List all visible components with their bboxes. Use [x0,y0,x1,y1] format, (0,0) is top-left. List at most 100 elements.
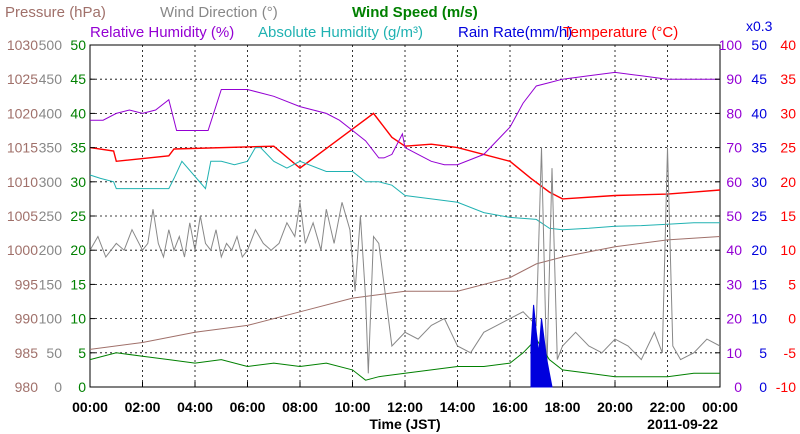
temperature-tick-label: 35 [780,71,796,87]
pressure-tick-label: 990 [15,311,39,327]
pressure-tick-label: 1000 [7,242,38,258]
x-tick-label: 08:00 [282,399,318,415]
date-label: 2011-09-22 [647,416,718,432]
legend-pressure: Pressure (hPa) [5,4,106,21]
rain-tick-label: 50 [751,37,767,53]
temperature-tick-label: 0 [788,311,796,327]
wind_dir-tick-label: 200 [39,242,63,258]
humidity-tick-label: 10 [726,345,742,361]
wind_speed-tick-label: 0 [78,379,86,395]
series-relative-humidity [90,71,720,166]
pressure-tick-label: 1005 [7,208,38,224]
rain-tick-label: 15 [751,276,767,292]
temperature-tick-label: 30 [780,105,796,121]
wind_dir-tick-label: 50 [46,345,62,361]
wind_dir-tick-label: 500 [39,37,63,53]
pressure-tick-label: 1015 [7,140,38,156]
rain-tick-label: 40 [751,105,767,121]
humidity-tick-label: 60 [726,174,742,190]
rain-tick-label: 20 [751,242,767,258]
humidity-tick-label: 100 [719,37,743,53]
pressure-tick-label: 1030 [7,37,38,53]
wind_speed-tick-label: 10 [70,311,86,327]
rain-scale-note: x0.3 [746,18,773,34]
x-tick-label: 14:00 [440,399,476,415]
x-tick-label: 10:00 [335,399,371,415]
wind_speed-tick-label: 5 [78,345,86,361]
x-tick-label: 16:00 [492,399,528,415]
series-temperature-c [89,112,721,200]
temperature-tick-label: 10 [780,242,796,258]
rain-tick-label: 10 [751,311,767,327]
x-tick-label: 00:00 [72,399,108,415]
humidity-tick-label: 70 [726,140,742,156]
wind_speed-tick-label: 50 [70,37,86,53]
pressure-tick-label: 1020 [7,105,38,121]
rain-tick-label: 35 [751,140,767,156]
legend-wind-direction: Wind Direction (°) [160,4,278,21]
wind_speed-tick-label: 20 [70,242,86,258]
temperature-tick-label: 20 [780,174,796,190]
pressure-tick-label: 985 [15,345,39,361]
series-wind-speed-m-s [89,338,720,381]
rain-tick-label: 45 [751,71,767,87]
right-axes: 0102030405060708090100051015202530354045… [715,37,796,395]
rain-tick-label: 30 [751,174,767,190]
temperature-tick-label: -10 [776,379,796,395]
series-absolute-humidity-g-m [89,147,720,231]
wind_dir-tick-label: 300 [39,174,63,190]
legend-absolute-humidity: Absolute Humidity (g/m³) [258,24,423,41]
series-pressure-hpa [89,236,721,350]
pressure-tick-label: 1010 [7,174,38,190]
humidity-tick-label: 90 [726,71,742,87]
wind_dir-tick-label: 100 [39,311,63,327]
x-tick-label: 12:00 [387,399,423,415]
wind_speed-tick-label: 15 [70,276,86,292]
left-axes: 9809859909951000100510101015102010251030… [7,37,95,395]
legend-rain-rate: Rain Rate(mm/h) [458,24,572,41]
rain-tick-label: 0 [759,379,767,395]
gridlines [90,45,720,387]
humidity-tick-label: 40 [726,242,742,258]
temperature-tick-label: -5 [784,345,797,361]
legend-temperature: Temperature (°C) [563,24,678,41]
wind_dir-tick-label: 350 [39,140,63,156]
wind_speed-tick-label: 35 [70,140,86,156]
x-tick-label: 04:00 [177,399,213,415]
temperature-tick-label: 15 [780,208,796,224]
wind_speed-tick-label: 40 [70,105,86,121]
x-axis-label: Time (JST) [369,416,440,432]
pressure-tick-label: 980 [15,379,39,395]
temperature-tick-label: 25 [780,140,796,156]
pressure-tick-label: 995 [15,276,39,292]
rain-tick-label: 5 [759,345,767,361]
x-axis: 00:00 02:00 04:00 06:00 08:00 10:00 12:00 14:00… [72,382,738,415]
wind_dir-tick-label: 400 [39,105,63,121]
wind_speed-tick-label: 30 [70,174,86,190]
wind_speed-tick-label: 45 [70,71,86,87]
x-tick-label: 06:00 [230,399,266,415]
x-tick-label: 00:00 [702,399,738,415]
x-tick-label: 22:00 [650,399,686,415]
x-tick-label: 02:00 [125,399,161,415]
temperature-tick-label: 40 [780,37,796,53]
wind_dir-tick-label: 450 [39,71,63,87]
humidity-tick-label: 30 [726,276,742,292]
series-rain-rate-mm-h [530,304,553,388]
pressure-tick-label: 1025 [7,71,38,87]
wind_dir-tick-label: 250 [39,208,63,224]
wind_dir-tick-label: 0 [54,379,62,395]
legend-relative-humidity: Relative Humidity (%) [90,24,234,41]
wind_dir-tick-label: 150 [39,276,63,292]
legend-wind-speed: Wind Speed (m/s) [352,4,478,21]
series-wind-direction [89,147,721,374]
x-tick-label: 18:00 [545,399,581,415]
rain-tick-label: 25 [751,208,767,224]
temperature-tick-label: 5 [788,276,796,292]
humidity-tick-label: 50 [726,208,742,224]
series-layer [89,71,721,388]
humidity-tick-label: 20 [726,311,742,327]
wind_speed-tick-label: 25 [70,208,86,224]
